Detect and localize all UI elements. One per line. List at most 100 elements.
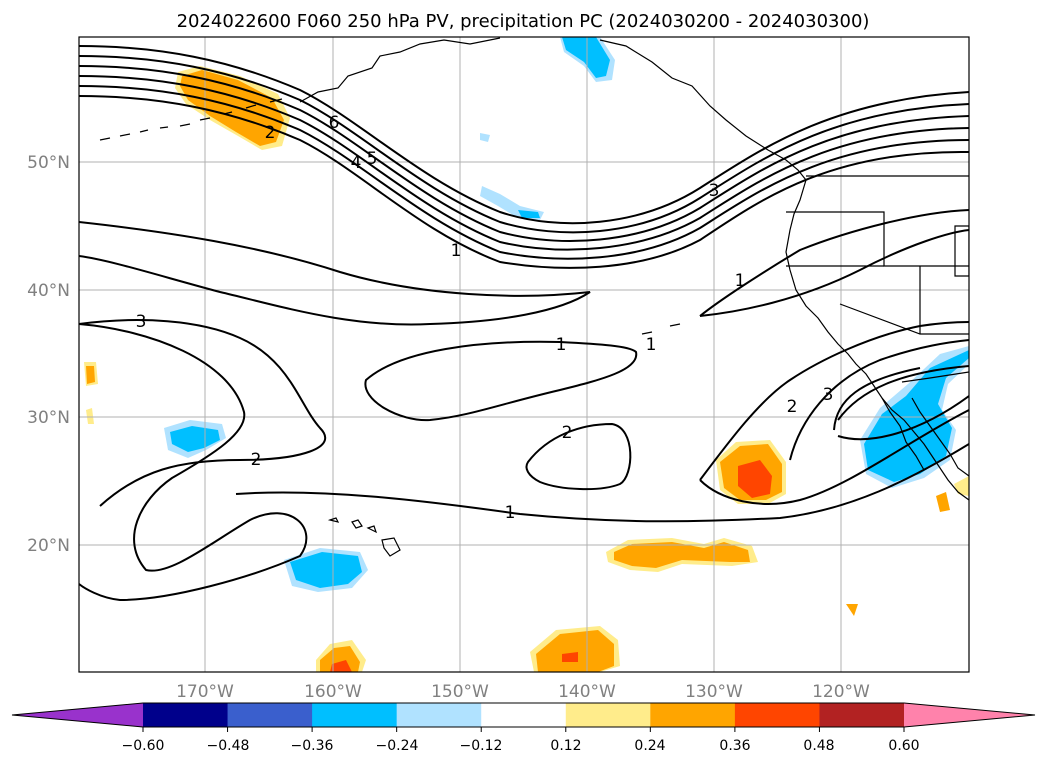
pv-contour (79, 75, 969, 251)
contour-label: 3 (136, 312, 147, 332)
contour-label: 1 (735, 271, 746, 291)
gridlines (79, 37, 969, 672)
us-state-border (786, 211, 969, 267)
colorbar-segment (481, 703, 567, 727)
pv-contour (699, 209, 969, 317)
baja-california-coast (881, 397, 925, 471)
precip-positive-area (536, 630, 614, 672)
pv-contour (235, 443, 969, 523)
lon-label: 170°W (176, 682, 234, 702)
contour-label: 3 (823, 385, 834, 405)
gulf-of-california-coast (911, 397, 969, 477)
precip-positive-area (320, 646, 360, 672)
colorbar-tick-label: 0.24 (634, 738, 665, 754)
us-state-border (954, 225, 969, 277)
contour-label: 2 (562, 423, 573, 443)
precip-negative-area (518, 210, 540, 218)
colorbar-segment (819, 703, 905, 727)
pv-contours (79, 45, 969, 602)
pv-contour (79, 65, 969, 242)
latitude-labels: 50°N 40°N 30°N 20°N (27, 153, 70, 556)
contour-label: 4 (351, 153, 362, 173)
precip-negative-area (290, 552, 362, 588)
colorbar-tick-label: 0.48 (803, 738, 834, 754)
north-america-west-coast (785, 179, 969, 501)
precip-positive-area (86, 408, 94, 424)
colorbar-tick-label: 0.60 (888, 738, 919, 754)
contour-label: 1 (451, 241, 462, 261)
contour-label: 1 (646, 335, 657, 355)
colorbar-tick-label: −0.24 (376, 738, 419, 754)
precip-strong-positive (562, 652, 578, 662)
map-frame (78, 36, 970, 673)
precip-positive-area (614, 542, 750, 568)
lon-label: 140°W (558, 682, 616, 702)
pv-contour (699, 409, 969, 505)
pv-contour (833, 367, 921, 431)
lat-label: 40°N (27, 281, 70, 301)
lat-label: 20°N (27, 536, 70, 556)
precip-strong-positive (330, 660, 352, 672)
contour-labels: 6 4 5 2 3 1 1 3 1 1 2 2 3 2 1 (136, 113, 834, 523)
colorbar-segment (734, 703, 820, 727)
alaska-panhandle-coast (599, 39, 807, 181)
precip-negative-area (480, 133, 490, 142)
pv-contour (79, 45, 969, 225)
lon-label: 120°W (812, 682, 870, 702)
pv-contour (79, 55, 969, 234)
colorbar-tick-label: 0.36 (719, 738, 750, 754)
precip-negative-area (864, 350, 969, 482)
contour-label: 3 (709, 181, 720, 201)
lon-label: 150°W (431, 682, 489, 702)
colorbar-tick-label: 0.12 (550, 738, 581, 754)
colorbar-segment (143, 703, 229, 727)
small-island (641, 323, 681, 335)
lon-label: 160°W (304, 682, 362, 702)
pv-contour (79, 221, 591, 326)
precip-positive-area (936, 492, 950, 512)
precip-positive-area (86, 366, 95, 384)
colorbar-segment (227, 703, 313, 727)
contour-label: 5 (367, 149, 378, 169)
colorbar-extend-low (12, 703, 143, 727)
pv-contour (79, 323, 308, 602)
pv-contour (79, 85, 969, 260)
precip-positive-area (846, 604, 858, 616)
pv-contour (79, 319, 327, 507)
pv-contour (837, 365, 969, 421)
colorbar-segment (312, 703, 398, 727)
coastlines (99, 37, 969, 557)
alaska-coast (299, 37, 501, 103)
lon-label: 130°W (685, 682, 743, 702)
contour-label: 1 (505, 503, 516, 523)
colorbar-segment (565, 703, 651, 727)
pv-contour (79, 95, 969, 269)
pv-contour (699, 321, 969, 481)
pv-contour (525, 422, 632, 491)
hawaii-islands (327, 517, 401, 557)
pv-contour (837, 395, 969, 441)
pv-contour (789, 339, 969, 461)
contour-label: 6 (329, 113, 340, 133)
colorbar-segment (650, 703, 736, 727)
precip-strong-positive (738, 460, 772, 498)
us-mexico-border (901, 371, 969, 383)
colorbar: −0.60 −0.48 −0.36 −0.24 −0.12 0.12 0.24 … (11, 702, 1036, 754)
lat-label: 30°N (27, 408, 70, 428)
contour-label: 1 (556, 335, 567, 355)
contour-label: 2 (787, 397, 798, 417)
precip-negative-area (562, 37, 610, 78)
longitude-labels: 170°W 160°W 150°W 140°W 130°W 120°W (176, 682, 870, 702)
colorbar-extend-high (904, 703, 1035, 727)
contour-label: 2 (265, 123, 276, 143)
colorbar-tick-label: −0.36 (291, 738, 334, 754)
lat-label: 50°N (27, 153, 70, 173)
colorbar-segment (396, 703, 482, 727)
colorbar-tick-label: −0.12 (460, 738, 503, 754)
precip-negative-area (170, 426, 220, 452)
map-title: 2024022600 F060 250 hPa PV, precipitatio… (177, 11, 870, 32)
colorbar-tick-label: −0.60 (122, 738, 165, 754)
precip-positive-area (954, 476, 969, 496)
colorbar-tick-label: −0.48 (207, 738, 250, 754)
